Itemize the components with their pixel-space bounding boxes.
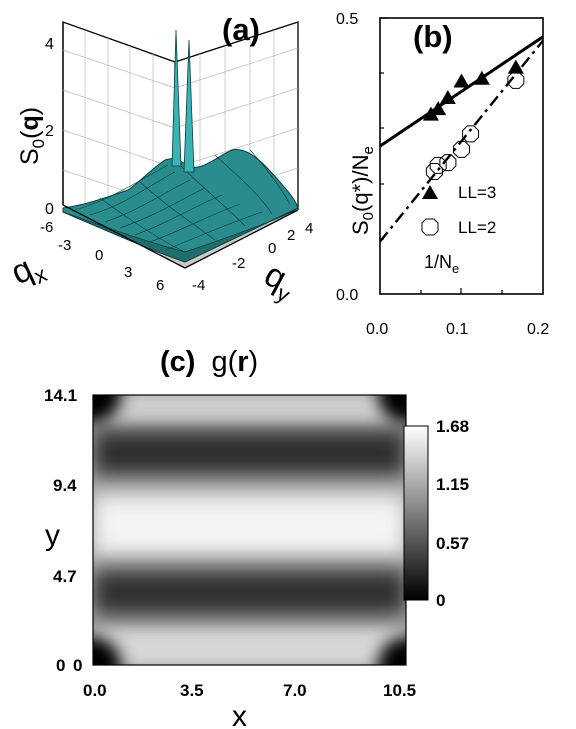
y-tick: 4 [305,220,313,237]
data-point-ll2 [425,162,443,180]
data-point-ll2 [507,71,525,89]
panel-a-x-ticks: -6 -3 0 3 6 [40,219,164,294]
x-tick: 0.0 [366,321,388,338]
y-tick: 2 [287,227,295,244]
legend-label-ll3: LL=3 [458,183,496,202]
x-tick: 0.2 [527,321,549,338]
panel-c-x-label: x [232,700,247,729]
z-label-paren: ( [16,130,44,139]
panel-a-z-ticks: 4 2 0 [45,36,54,218]
z-tick: 2 [45,123,54,140]
x-tick: 0 [95,247,103,264]
x-tick-corner: 0 [73,656,82,675]
z-tick: 0 [45,201,54,218]
x-tick: 3 [124,264,132,281]
data-point-ll3 [453,73,470,88]
panel-c-title-fn: g( [211,346,237,378]
data-point-ll2 [462,125,480,143]
colorbar [403,425,429,601]
panel-b-x-label: 1/Ne [424,252,459,276]
panel-a-z-label: S0(q) [16,107,48,165]
colorbar-tick: 0.57 [436,534,469,553]
data-point-ll3 [430,101,447,116]
panel-c: (c) g(r) 14.1 9.4 4.7 0 0 0.0 3.5 7.0 10.… [44,346,469,729]
colorbar-tick: 1.68 [436,417,469,436]
x-tick: 10.5 [383,681,416,700]
x-tick: 0.1 [446,321,468,338]
x-tick: 7.0 [283,681,307,700]
y-tick: 14.1 [44,386,77,405]
z-label-sub: 0 [29,139,48,148]
y-tick: -4 [192,277,205,294]
panel-b-y-label: S0(q*)/Ne [348,146,377,235]
panel-b: 0.5 0.0 0.0 0.1 0.2 S0(q*)/Ne LL=3 LL=2 … [336,11,549,338]
z-label-main: S [16,148,44,165]
fit-line-ll3 [380,35,543,148]
legend-marker-ll2 [421,218,439,236]
panel-c-title: (c) g(r) [160,346,258,378]
data-point-ll3 [507,59,524,74]
y-tick: 0 [56,656,65,675]
y-label-main: S [348,220,373,235]
panel-a-label: (a) [222,12,260,47]
y-tick: -2 [232,255,245,272]
panel-a: 4 2 0 -6 -3 0 3 6 -4 -2 0 2 4 S0(q) qx q… [5,12,313,308]
panel-c-label: (c) [160,346,195,378]
data-point-ll3 [439,90,456,105]
x-tick: -6 [40,219,53,236]
y-label-arg: (q*)/N [348,155,373,212]
z-label-arg: q [16,115,44,130]
panel-b-legend: LL=3 LL=2 [421,183,496,237]
y-tick: 0.0 [336,287,358,304]
x-label-sub: e [452,261,459,276]
y-label-sub: 0 [360,212,377,220]
data-point-ll2 [429,156,447,174]
data-point-ll2 [453,140,470,158]
panel-a-axes [62,204,299,269]
x-label-main: 1/N [424,252,452,272]
panel-b-plot-area [380,35,543,243]
legend-label-ll2: LL=2 [458,218,496,237]
colorbar-tick: 1.15 [436,475,469,494]
y-tick: 0.5 [336,11,358,28]
panel-a-peak-2 [183,39,195,173]
panel-b-label: (b) [413,19,453,54]
panel-c-y-label: y [45,519,60,552]
data-point-ll2 [439,154,457,172]
x-tick: 3.5 [180,681,204,700]
y-tick: 0 [268,240,276,257]
panel-a-y-ticks: -4 -2 0 2 4 [192,220,313,294]
heatmap-image [93,395,406,665]
panel-a-peak-1 [171,29,182,167]
panel-c-title-close: ) [249,346,259,378]
x-tick: 0.0 [83,681,107,700]
x-tick: -3 [58,237,71,254]
legend-marker-ll3 [422,185,438,199]
colorbar-tick: 0 [436,591,445,610]
y-tick: 4.7 [53,567,77,586]
panel-c-title-arg: r [237,346,248,378]
panel-a-surface [62,29,299,263]
panel-a-x-label: qx [5,245,50,297]
y-label-sub: e [360,146,377,154]
z-tick: 4 [45,36,54,53]
data-point-ll3 [422,106,439,121]
z-label-paren: ) [16,107,44,115]
data-point-ll3 [473,70,490,85]
panel-b-frame [379,17,544,295]
x-tick: 6 [156,277,164,294]
panel-a-y-label: qy [256,256,303,308]
y-tick: 9.4 [53,476,77,495]
